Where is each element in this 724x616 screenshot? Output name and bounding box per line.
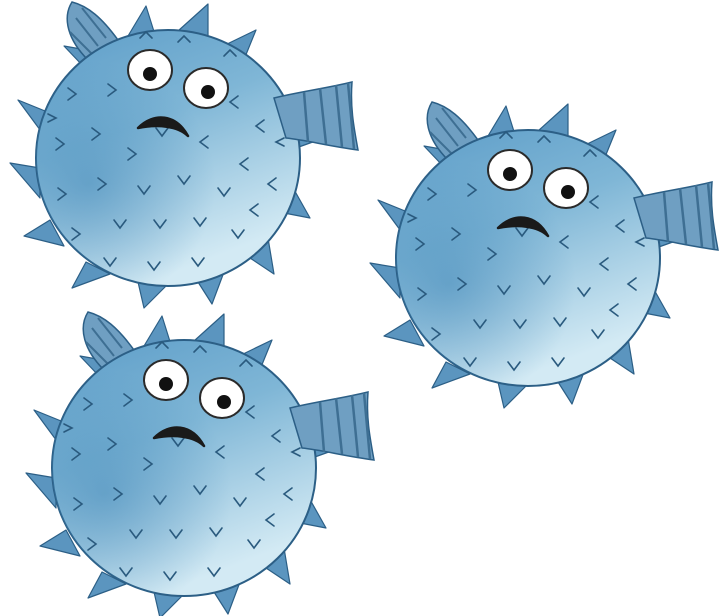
pufferfish-illustration — [8, 0, 720, 616]
